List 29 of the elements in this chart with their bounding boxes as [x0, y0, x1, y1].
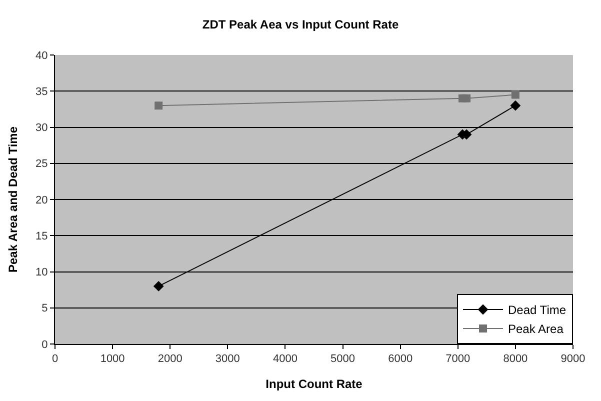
point [462, 94, 471, 102]
point [511, 90, 520, 99]
x-tick-label: 9000 [560, 353, 586, 366]
y-axis-title: Peak Area and Dead Time [6, 126, 20, 273]
x-tick-label: 3000 [215, 353, 240, 366]
x-tick-label: 2000 [158, 353, 182, 366]
y-tick-label: 35 [36, 86, 48, 98]
point [154, 102, 163, 110]
y-tick-label: 10 [36, 266, 48, 279]
point [510, 100, 521, 111]
y-tick-label: 30 [36, 122, 48, 134]
y-tick-label: 25 [36, 158, 48, 170]
x-tick-label: 5000 [330, 353, 356, 366]
y-tick-label: 15 [36, 230, 48, 242]
legend-label: Dead Time [508, 303, 566, 318]
x-tick-label: 8000 [503, 353, 528, 366]
x-tick-label: 7000 [446, 353, 470, 366]
y-tick-label: 20 [36, 194, 48, 206]
x-tick-label: 0 [52, 353, 58, 366]
point [153, 281, 164, 292]
x-tick-label: 6000 [388, 353, 413, 366]
x-tick-label: 1000 [100, 353, 125, 366]
chart-title: ZDT Peak Aea vs Input Count Rate [202, 17, 399, 32]
y-tick-label: 0 [42, 338, 48, 351]
y-tick-label: 40 [36, 50, 48, 62]
legend-label: Peak Area [508, 322, 564, 336]
x-tick-label: 4000 [272, 353, 298, 366]
y-tick-label: 5 [42, 302, 48, 315]
x-axis-title: Input Count Rate [266, 377, 363, 392]
